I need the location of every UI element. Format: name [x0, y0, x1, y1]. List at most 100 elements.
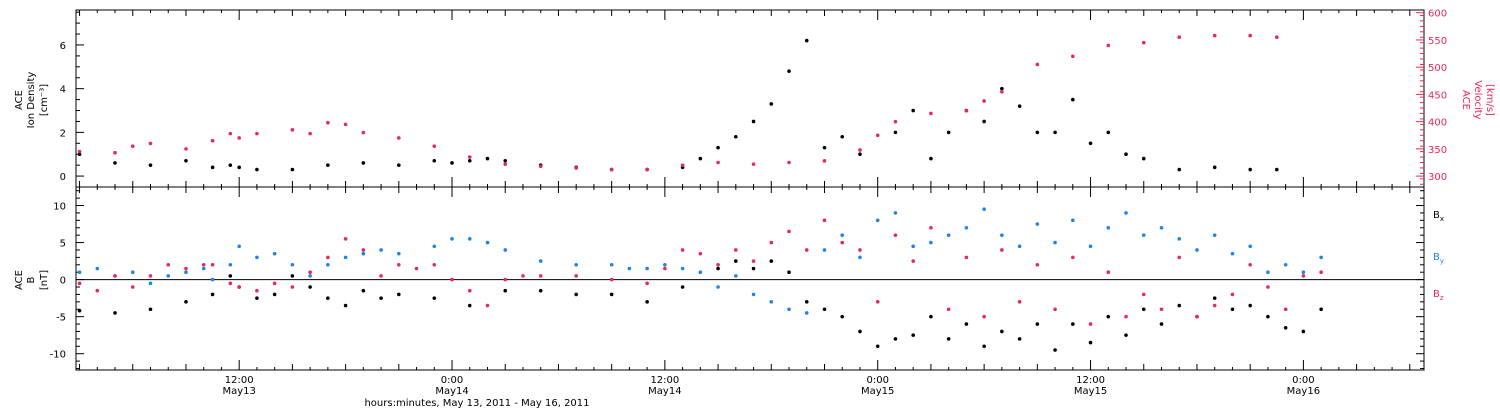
top-panel-frame — [75, 9, 1425, 188]
point-density — [1124, 152, 1128, 157]
point-Bx — [210, 292, 215, 297]
point-velocity — [1212, 33, 1217, 38]
y-tick-label-top: 2 — [60, 128, 66, 139]
point-Bz — [822, 218, 827, 223]
point-By — [1319, 255, 1323, 260]
point-Bz — [946, 307, 951, 312]
point-By — [272, 251, 277, 256]
x-tick-label: 0:00 — [441, 375, 463, 386]
point-Bz — [1319, 270, 1323, 275]
point-By — [255, 255, 259, 260]
point-Bz — [397, 262, 401, 267]
point-Bx — [680, 285, 685, 289]
point-Bx — [929, 314, 933, 319]
point-Bz — [1035, 262, 1040, 267]
point-Bz — [485, 303, 490, 308]
point-Bz — [1017, 300, 1022, 304]
point-Bz — [467, 288, 472, 293]
point-velocity — [503, 162, 508, 166]
point-Bz — [1177, 255, 1182, 260]
point-Bz — [166, 262, 171, 267]
point-density — [1071, 97, 1075, 102]
point-density — [113, 161, 117, 165]
point-velocity — [148, 141, 153, 146]
point-By — [503, 248, 508, 252]
point-Bx — [840, 314, 845, 319]
point-Bx — [113, 311, 117, 315]
y-tick-label-top: 6 — [60, 41, 66, 52]
point-Bx — [1141, 307, 1146, 312]
point-Bz — [1283, 307, 1288, 312]
point-Bz — [804, 248, 809, 252]
point-By — [1053, 240, 1057, 245]
point-Bx — [255, 296, 259, 300]
ylabel-top-line2: Ion Density — [26, 72, 37, 129]
x-tick-label: 12:00 — [1076, 375, 1105, 386]
point-Bx — [804, 300, 809, 304]
point-By — [450, 237, 454, 241]
point-Bz — [787, 229, 791, 234]
point-velocity — [228, 131, 233, 136]
y-tick-label-top: 0 — [60, 172, 66, 183]
point-velocity — [467, 155, 472, 159]
point-By — [609, 262, 614, 267]
point-Bz — [379, 274, 383, 278]
point-Bz — [1106, 270, 1111, 275]
point-By — [201, 266, 206, 271]
point-Bx — [609, 292, 614, 297]
point-By — [467, 237, 472, 241]
point-Bz — [1230, 292, 1235, 297]
legend-entry-Bx: Bx — [1433, 210, 1444, 223]
point-Bz — [840, 240, 845, 245]
point-By — [326, 262, 330, 267]
point-density — [1248, 167, 1252, 172]
point-Bz — [1301, 274, 1306, 278]
point-Bz — [1124, 314, 1128, 319]
point-By — [982, 207, 986, 212]
point-Bz — [290, 285, 295, 289]
point-By — [875, 218, 880, 223]
point-Bz — [414, 266, 419, 271]
point-Bx — [1035, 322, 1040, 326]
point-Bx — [822, 307, 827, 312]
point-density — [698, 156, 703, 161]
point-Bz — [663, 266, 667, 271]
point-Bz — [1195, 314, 1199, 319]
point-Bz — [769, 240, 774, 245]
point-density — [255, 167, 259, 172]
point-density — [1000, 86, 1004, 91]
point-Bx — [911, 333, 915, 337]
y2-tick-label: 350 — [1428, 145, 1447, 156]
point-density — [716, 145, 720, 150]
legend-entry-By: By — [1433, 252, 1444, 265]
y2label-line2: Velocity — [1472, 80, 1483, 119]
point-density — [1274, 167, 1279, 172]
legend-entry-Bz: Bz — [1433, 289, 1444, 302]
point-Bz — [1248, 262, 1252, 267]
point-By — [397, 251, 401, 256]
point-Bz — [272, 281, 277, 286]
x-tick-sublabel: May14 — [435, 386, 468, 397]
bottom-panel-frame — [75, 186, 1425, 371]
point-density — [840, 134, 845, 139]
point-Bx — [467, 303, 472, 308]
point-By — [1088, 244, 1093, 249]
point-Bx — [503, 288, 508, 293]
point-density — [1177, 167, 1182, 172]
y2-tick-label: 450 — [1428, 90, 1447, 101]
point-density — [1212, 165, 1217, 170]
point-Bx — [645, 300, 649, 304]
point-By — [237, 244, 241, 249]
point-By — [210, 277, 215, 282]
point-density — [858, 152, 862, 157]
point-Bx — [574, 292, 578, 297]
point-By — [95, 266, 100, 271]
point-Bx — [787, 270, 791, 275]
point-velocity — [237, 136, 241, 140]
point-velocity — [184, 147, 188, 151]
point-Bz — [1071, 255, 1075, 260]
point-Bx — [964, 322, 969, 326]
point-By — [184, 270, 188, 275]
point-velocity — [822, 159, 827, 163]
